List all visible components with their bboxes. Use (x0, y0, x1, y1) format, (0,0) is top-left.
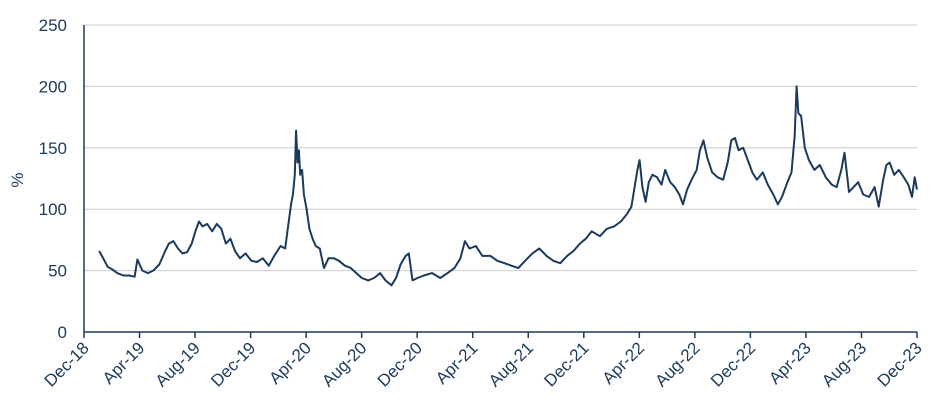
x-tick-label: Apr-21 (432, 338, 482, 388)
gridlines (84, 24, 917, 272)
x-tick-label: Dec-21 (540, 338, 592, 390)
x-tick-label: Dec-19 (207, 338, 259, 390)
x-tick-label: Aug-20 (318, 338, 370, 390)
x-axis-ticks: Dec-18 Apr-19 Aug-19 Dec-19 Apr-20 Aug-20 Dec-… (41, 332, 926, 391)
y-axis-ticks: 0 50 100 150 200 250 (39, 16, 67, 342)
x-tick-label: Aug-22 (651, 338, 703, 390)
x-tick-label: Dec-18 (41, 338, 93, 390)
x-tick-label: Apr-19 (99, 338, 149, 388)
y-tick-label: 150 (39, 139, 67, 158)
y-tick-label: 200 (39, 77, 67, 96)
x-tick-label: Apr-20 (265, 338, 315, 388)
series-line (98, 85, 918, 287)
y-axis-title: % (8, 172, 27, 187)
x-tick-label: Aug-21 (485, 338, 537, 390)
y-tick-label: 250 (39, 16, 67, 35)
x-tick-label: Apr-22 (599, 338, 649, 388)
y-tick-label: 0 (58, 323, 67, 342)
x-tick-label: Aug-19 (152, 338, 204, 390)
x-tick-label: Aug-23 (818, 338, 870, 390)
x-tick-label: Dec-23 (874, 338, 926, 390)
y-tick-label: 50 (48, 262, 67, 281)
x-tick-label: Apr-23 (765, 338, 815, 388)
x-tick-label: Dec-20 (374, 338, 426, 390)
y-tick-label: 100 (39, 200, 67, 219)
x-tick-label: Dec-22 (707, 338, 759, 390)
